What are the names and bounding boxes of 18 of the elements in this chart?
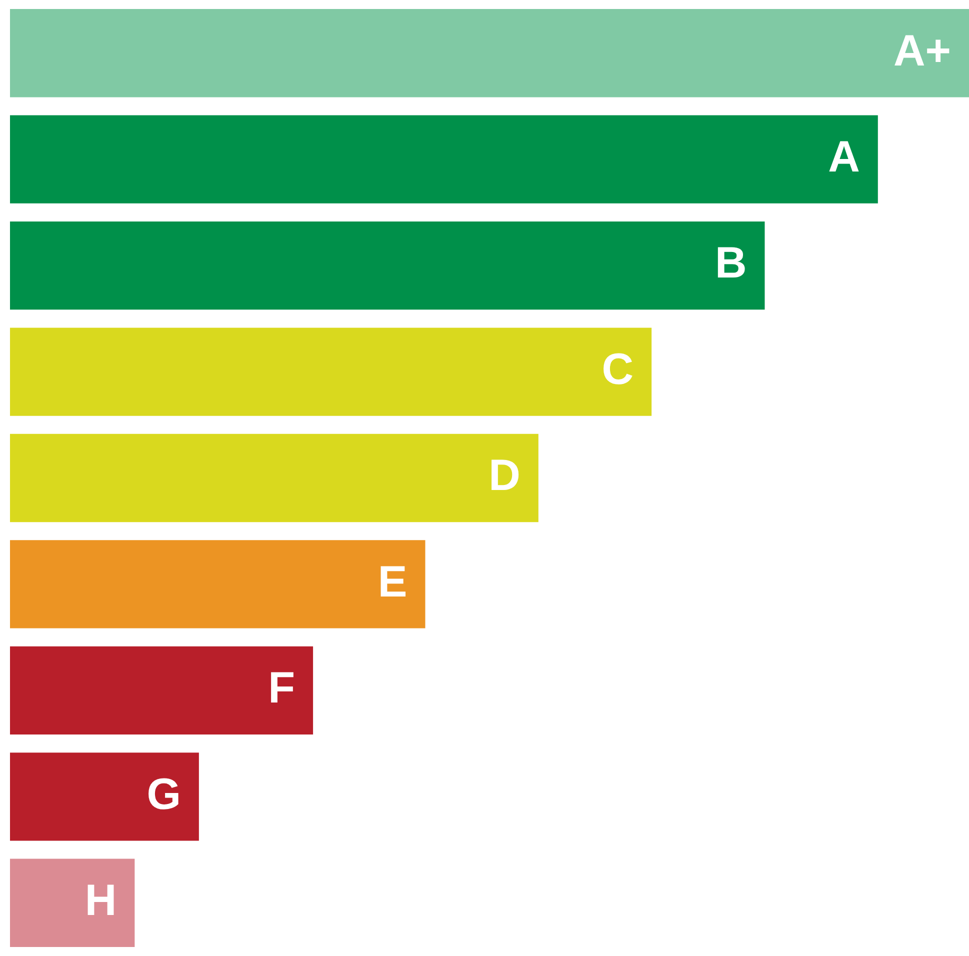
y-tick-label: E xyxy=(378,557,408,606)
y-tick-label: F xyxy=(268,664,296,713)
bar xyxy=(10,858,135,947)
bar xyxy=(10,752,199,841)
y-tick-label: A xyxy=(828,132,860,182)
bar xyxy=(10,540,426,628)
y-tick-label: H xyxy=(84,876,117,926)
y-tick-label: D xyxy=(488,451,520,500)
bar xyxy=(10,434,538,522)
bar xyxy=(10,115,878,204)
bar xyxy=(10,221,765,310)
y-tick-label: C xyxy=(602,344,634,394)
bar xyxy=(10,646,314,735)
bar xyxy=(10,328,652,416)
y-tick-label: G xyxy=(146,770,181,819)
y-tick-label: A+ xyxy=(894,26,951,76)
bar xyxy=(10,9,969,98)
y-tick-label: B xyxy=(714,238,747,288)
